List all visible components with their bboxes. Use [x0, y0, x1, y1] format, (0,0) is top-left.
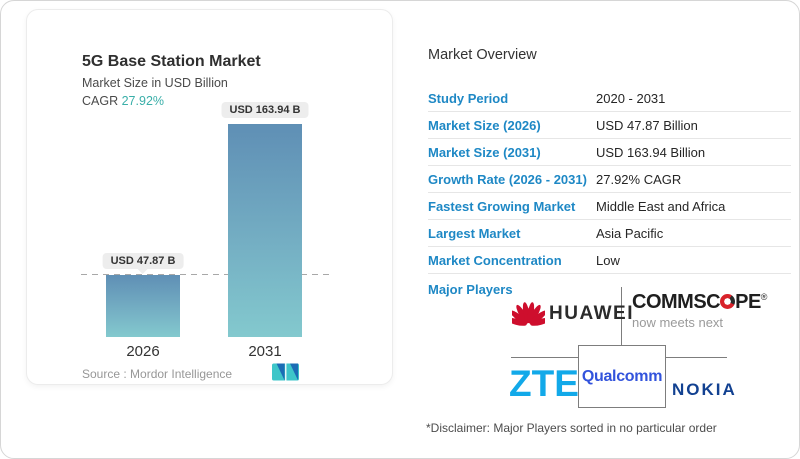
cagr-label: CAGR: [82, 94, 119, 108]
commscope-o-icon: [720, 294, 736, 309]
row-value: Asia Pacific: [596, 225, 664, 241]
row-value: 27.92% CAGR: [596, 171, 682, 187]
table-row-market-size-2026: Market Size (2026) USD 47.87 Billion: [428, 112, 791, 139]
nokia-logo: NOKIA: [672, 380, 737, 399]
mordor-intelligence-logo-icon: [272, 363, 299, 381]
qualcomm-logo-box: Qualcomm: [578, 345, 666, 408]
bar-value-text-2026: USD 47.87 B: [110, 254, 176, 267]
cagr-value: 27.92%: [121, 94, 165, 108]
table-row-fastest-growing-market: Fastest Growing Market Middle East and A…: [428, 193, 791, 220]
row-value: USD 163.94 Billion: [596, 144, 706, 160]
x-axis-label-2026: 2026: [126, 343, 160, 360]
chart-cagr: CAGR 27.92%: [82, 94, 164, 108]
overview-table: Study Period 2020 - 2031 Market Size (20…: [428, 85, 791, 274]
bar-value-text-2031: USD 163.94 B: [229, 103, 301, 116]
logo-grid-horizontal-divider-right: [666, 357, 727, 358]
row-label: Study Period: [428, 90, 509, 106]
chart-subtitle: Market Size in USD Billion: [82, 76, 228, 90]
commscope-tagline: now meets next: [632, 315, 724, 330]
table-row-market-concentration: Market Concentration Low: [428, 247, 791, 274]
logo-grid-horizontal-divider-left: [511, 357, 578, 358]
logo-grid-vertical-divider: [621, 287, 622, 345]
row-label: Growth Rate (2026 - 2031): [428, 171, 587, 187]
zte-logo: ZTE: [509, 363, 579, 404]
row-value: 2020 - 2031: [596, 90, 666, 106]
row-value: Low: [596, 252, 620, 268]
bar-value-label-2031: USD 163.94 B: [221, 101, 309, 118]
pill-pointer-icon: [138, 268, 148, 274]
row-label: Market Size (2031): [428, 144, 541, 160]
row-label: Largest Market: [428, 225, 521, 241]
row-label: Market Concentration: [428, 252, 562, 268]
table-row-market-size-2031: Market Size (2031) USD 163.94 Billion: [428, 139, 791, 166]
commscope-text-right: PE: [735, 291, 761, 313]
bar-value-label-2026: USD 47.87 B: [102, 252, 184, 274]
commscope-logo: COMMSC PE® now meets next: [632, 291, 767, 330]
source-attribution: Source : Mordor Intelligence: [82, 367, 233, 381]
major-players-label: Major Players: [428, 282, 513, 297]
table-row-study-period: Study Period 2020 - 2031: [428, 85, 791, 112]
chart-card: 5G Base Station Market Market Size in US…: [26, 9, 393, 385]
row-label: Market Size (2026): [428, 117, 541, 133]
huawei-wordmark: HUAWEI: [549, 302, 634, 324]
table-row-growth-rate: Growth Rate (2026 - 2031) 27.92% CAGR: [428, 166, 791, 193]
row-value: Middle East and Africa: [596, 198, 726, 214]
bar-2026: [106, 274, 180, 337]
huawei-logo: HUAWEI: [512, 300, 634, 327]
qualcomm-wordmark: Qualcomm: [581, 367, 663, 385]
bar-chart: USD 47.87 B USD 163.94 B: [27, 10, 392, 337]
chart-title: 5G Base Station Market: [82, 53, 261, 70]
huawei-flower-icon: [512, 302, 545, 326]
row-value: USD 47.87 Billion: [596, 117, 698, 133]
registered-mark: ®: [760, 292, 768, 302]
x-axis-label-2031: 2031: [248, 343, 282, 360]
disclaimer-text: *Disclaimer: Major Players sorted in no …: [426, 421, 717, 435]
bar-2031: [228, 123, 302, 337]
overview-heading: Market Overview: [428, 47, 537, 63]
commscope-wordmark: COMMSC PE®: [632, 291, 767, 314]
reference-line: [81, 273, 329, 275]
row-label: Fastest Growing Market: [428, 198, 576, 214]
table-row-largest-market: Largest Market Asia Pacific: [428, 220, 791, 247]
commscope-text-left: COMMSC: [632, 291, 721, 313]
